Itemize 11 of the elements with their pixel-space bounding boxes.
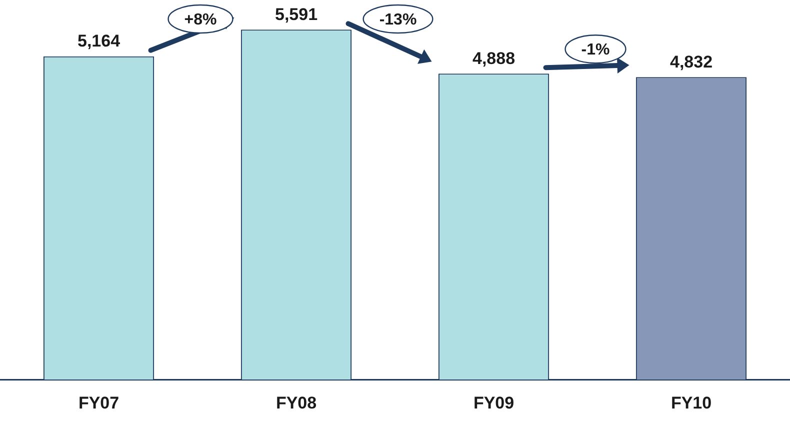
x-tick-label: FY10	[670, 393, 712, 412]
text: -13%	[379, 11, 417, 28]
x-tick-label: FY07	[78, 393, 120, 412]
data-label: 4,888	[472, 48, 516, 68]
text: +8%	[184, 11, 217, 28]
x-tick-label: FY08	[276, 393, 317, 412]
annotation: -1%	[581, 42, 610, 59]
data-label: 4,832	[670, 52, 713, 72]
data-label: 5,164	[77, 32, 121, 51]
x-tick-label: FY09	[473, 393, 514, 412]
data-label: 5,591	[274, 4, 318, 24]
